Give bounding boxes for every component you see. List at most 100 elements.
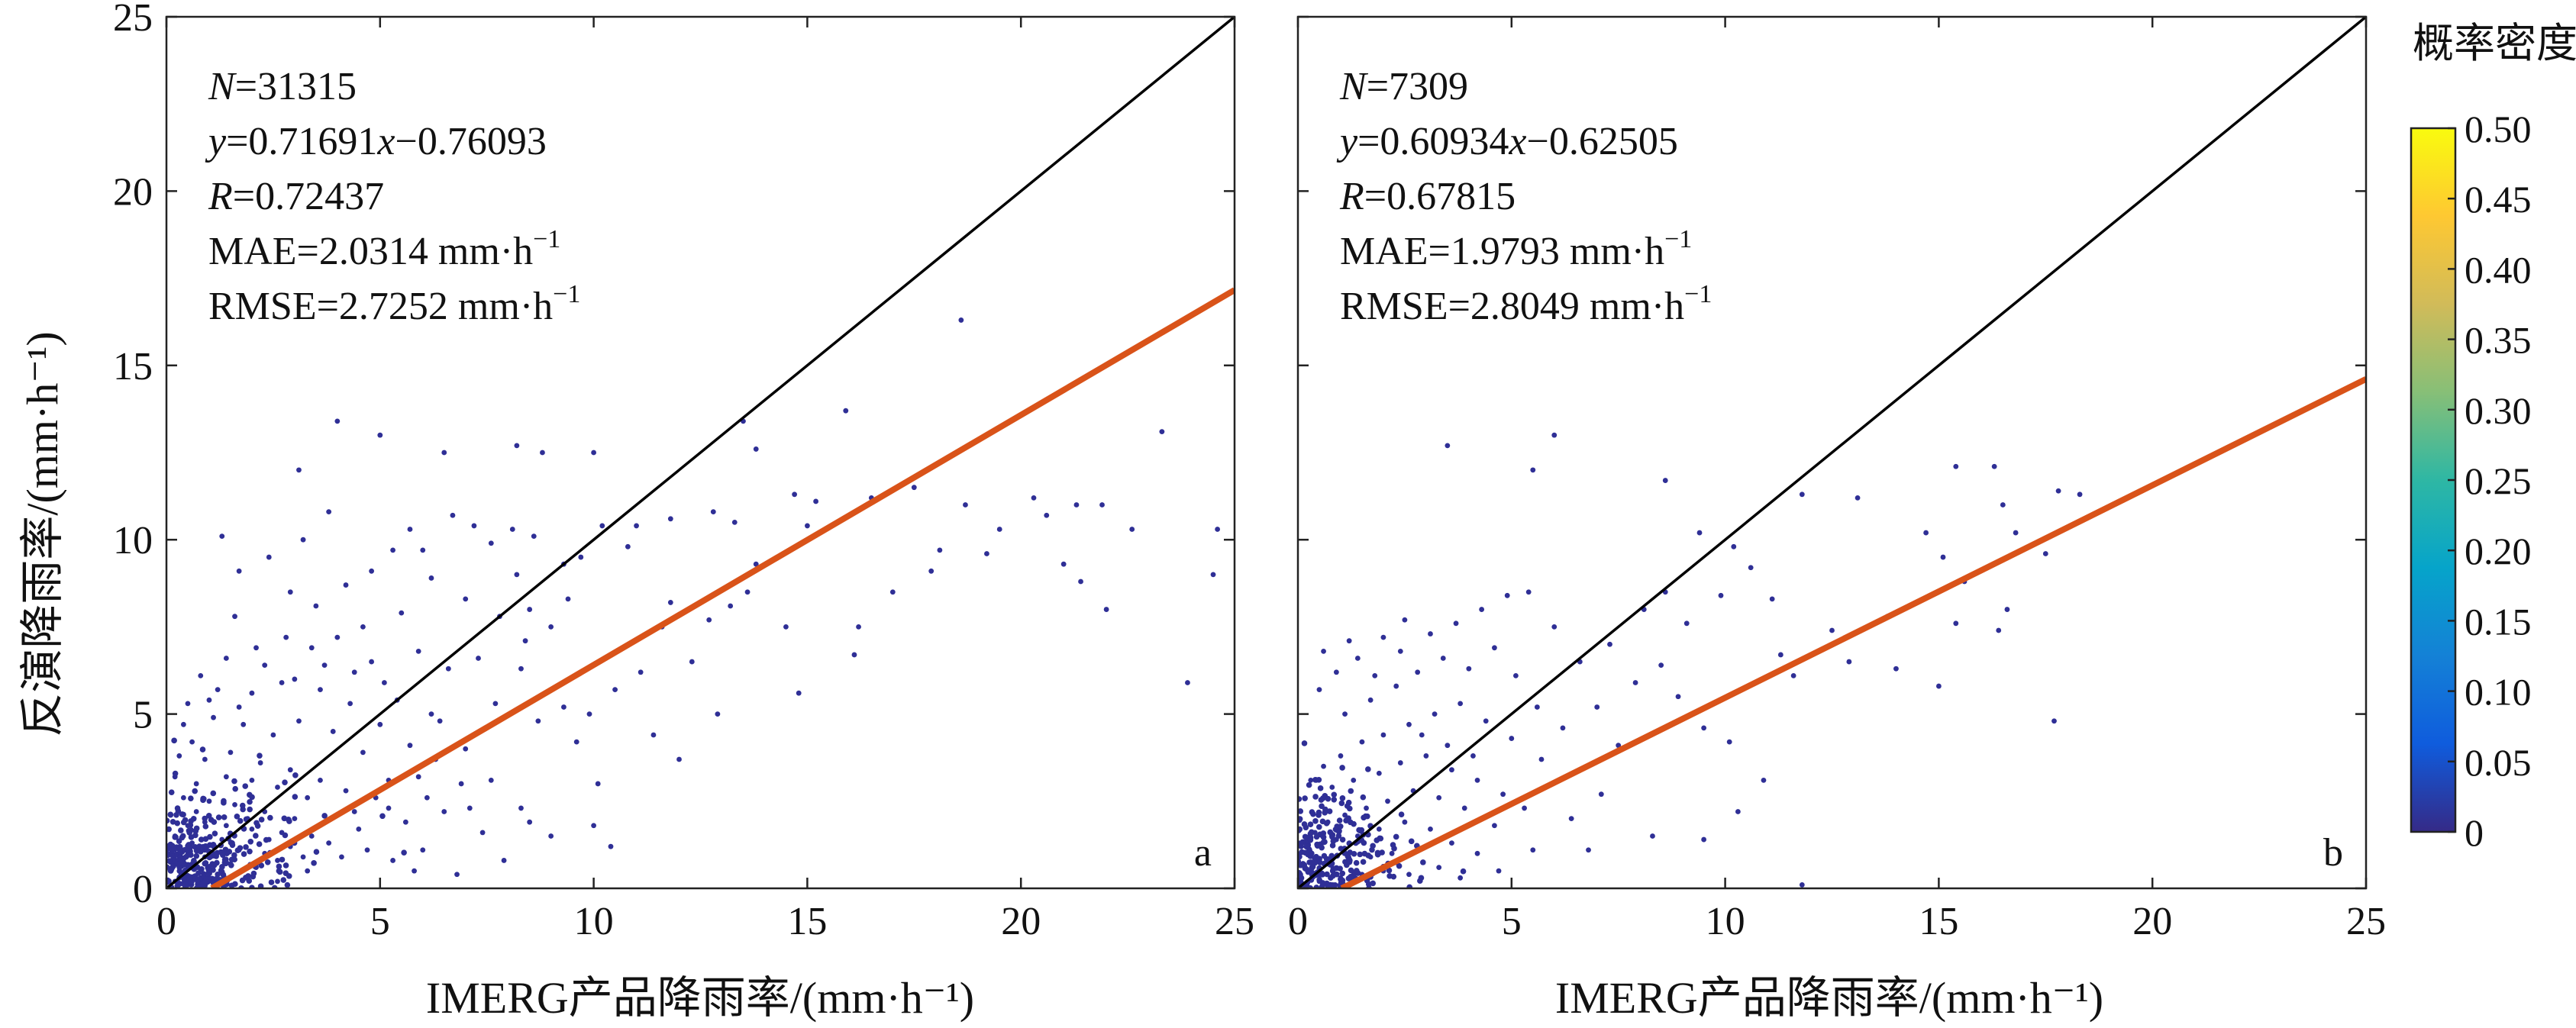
data-point: [221, 798, 227, 804]
data-point: [1060, 561, 1067, 567]
data-point: [258, 817, 265, 823]
data-point: [232, 801, 237, 807]
axes-frame: [165, 15, 1236, 890]
data-point: [1302, 849, 1309, 856]
data-point: [223, 859, 230, 866]
data-point: [1339, 877, 1346, 884]
data-point: [221, 814, 228, 820]
data-point: [1846, 659, 1852, 665]
data-point: [286, 818, 292, 824]
data-point: [263, 836, 270, 843]
data-point: [1408, 838, 1415, 845]
stat-annotation: RMSE=2.8049 mm·h−1: [1340, 280, 1712, 328]
data-point: [984, 551, 989, 556]
data-point: [386, 805, 392, 811]
data-point: [1449, 767, 1454, 773]
colorbar: 0 0.05 0.10 0.15 0.20 0.25 0.30 0.35 0.40 0.45 0.5…: [2410, 108, 2532, 854]
data-point: [1479, 607, 1485, 612]
data-point: [1331, 791, 1338, 798]
data-point: [199, 880, 206, 887]
data-point: [167, 811, 174, 818]
data-point: [300, 854, 306, 860]
stat-annotation: y=0.71691x−0.76093: [205, 120, 547, 163]
data-point: [1436, 865, 1442, 870]
data-point: [1428, 631, 1433, 636]
data-point: [379, 813, 386, 820]
data-point: [744, 589, 751, 595]
data-point: [1996, 627, 2002, 633]
data-point: [219, 533, 225, 540]
data-point: [578, 554, 584, 560]
data-point: [548, 833, 554, 839]
data-point: [1309, 809, 1315, 815]
data-point: [1701, 836, 1707, 843]
data-point: [206, 798, 212, 804]
data-point: [514, 572, 520, 578]
data-point: [356, 826, 362, 832]
data-point: [1696, 530, 1703, 536]
data-point: [256, 841, 263, 847]
data-point: [1347, 805, 1353, 812]
colorbar-tick-label: 0.50: [2465, 108, 2532, 150]
data-point: [625, 543, 631, 549]
data-point: [236, 704, 242, 710]
data-point: [1415, 669, 1421, 675]
data-point: [205, 866, 212, 873]
data-point: [1598, 791, 1604, 798]
y-tick-label: 10: [113, 519, 153, 562]
panel-label: a: [1194, 831, 1212, 875]
data-point: [1386, 867, 1393, 874]
data-point: [308, 833, 315, 839]
data-point: [509, 527, 515, 532]
x-tick-label: 20: [2132, 900, 2172, 943]
data-point: [247, 839, 254, 845]
x-tick-label: 15: [1919, 900, 1958, 943]
data-point: [1346, 638, 1352, 644]
data-point: [237, 817, 244, 824]
data-point: [1530, 467, 1536, 473]
data-point: [1761, 777, 1767, 783]
data-point: [202, 756, 208, 762]
data-point: [1683, 620, 1690, 627]
data-point: [1357, 851, 1364, 858]
data-point: [1351, 777, 1357, 783]
data-point: [176, 881, 183, 887]
data-point: [1440, 656, 1446, 661]
data-point: [1855, 495, 1861, 501]
data-point: [377, 721, 383, 727]
data-point: [518, 805, 524, 811]
colorbar-title: 概率密度: [2413, 21, 2576, 66]
data-point: [420, 547, 426, 553]
data-point: [1923, 530, 1929, 536]
data-point: [1353, 868, 1360, 874]
data-point: [176, 843, 183, 850]
data-point: [488, 540, 494, 546]
y-tick-label: 0: [133, 868, 153, 911]
data-point: [514, 443, 520, 449]
data-point: [1393, 683, 1399, 689]
data-point: [1338, 800, 1345, 807]
data-point: [1322, 810, 1328, 816]
data-point: [1391, 846, 1397, 852]
data-point: [318, 687, 323, 693]
regression-line: [1340, 376, 2366, 888]
data-point: [211, 862, 218, 868]
data-point: [650, 732, 657, 738]
data-point: [313, 603, 319, 609]
data-point: [282, 832, 289, 839]
data-point: [249, 777, 255, 783]
data-point: [463, 746, 469, 752]
data-point: [1374, 851, 1381, 858]
data-point: [1393, 833, 1399, 840]
data-point: [1316, 859, 1323, 865]
data-point: [266, 554, 272, 560]
data-point: [428, 575, 434, 581]
x-tick-label: 0: [157, 900, 176, 943]
data-point: [193, 852, 200, 859]
data-point: [210, 790, 217, 797]
data-point: [1457, 875, 1464, 881]
data-point: [189, 739, 195, 745]
data-point: [168, 789, 175, 795]
stat-annotation: y=0.60934x−0.62505: [1336, 120, 1678, 163]
data-point: [1302, 795, 1308, 801]
